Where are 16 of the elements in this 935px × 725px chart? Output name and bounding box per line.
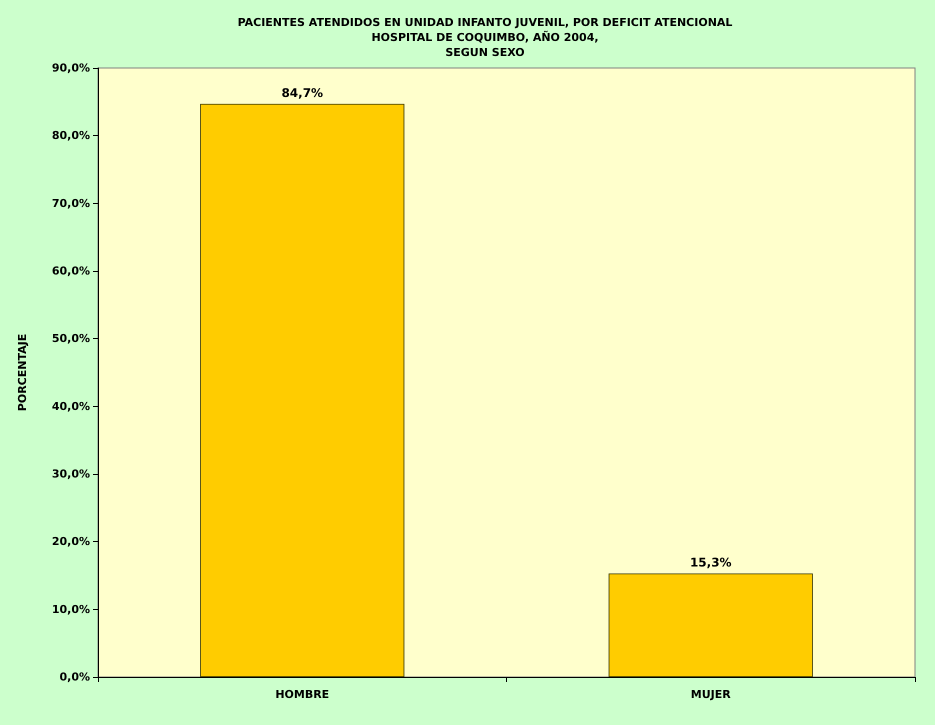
y-tick-label: 20,0% (52, 535, 90, 548)
y-tick-label: 10,0% (52, 602, 90, 616)
x-tick-label: HOMBRE (275, 688, 330, 701)
y-tick-label: 60,0% (52, 264, 90, 278)
y-tick-label: 90,0% (52, 62, 90, 74)
y-axis-title: PORCENTAJE (16, 334, 29, 412)
data-label: 84,7% (281, 86, 324, 100)
y-tick-label: 70,0% (52, 196, 90, 210)
x-tick-label: MUJER (690, 688, 732, 701)
y-tick-label: 80,0% (52, 129, 90, 142)
data-label: 15,3% (690, 555, 732, 570)
y-tick-label: 0,0% (59, 670, 90, 684)
chart-title: PACIENTES ATENDIDOS EN UNIDAD INFANTO JUVENIL, POR DEFICIT ATENCIONAL HOSPITAL DE COQUIMBO, AÑO 2004, SEGUN SEXO (238, 16, 732, 59)
y-tick-label: 50,0% (52, 332, 90, 346)
y-tick-label: 40,0% (52, 400, 90, 413)
y-tick-label: 30,0% (52, 468, 90, 480)
